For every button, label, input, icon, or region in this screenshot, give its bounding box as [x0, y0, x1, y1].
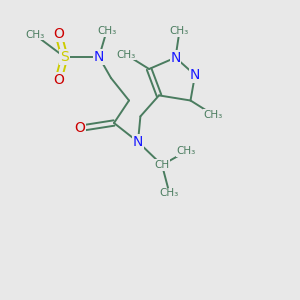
Text: S: S [60, 50, 69, 64]
Text: CH₃: CH₃ [116, 50, 136, 60]
Text: CH₃: CH₃ [203, 110, 223, 120]
Text: CH₃: CH₃ [176, 146, 196, 157]
Text: O: O [53, 73, 64, 86]
Text: N: N [190, 68, 200, 82]
Text: O: O [74, 122, 85, 135]
Text: N: N [170, 51, 181, 64]
Text: CH₃: CH₃ [170, 26, 189, 37]
Text: N: N [94, 50, 104, 64]
Text: CH₃: CH₃ [160, 188, 179, 199]
Text: CH: CH [154, 160, 169, 170]
Text: CH₃: CH₃ [97, 26, 116, 37]
Text: CH₃: CH₃ [25, 29, 44, 40]
Text: O: O [53, 28, 64, 41]
Text: N: N [133, 135, 143, 149]
